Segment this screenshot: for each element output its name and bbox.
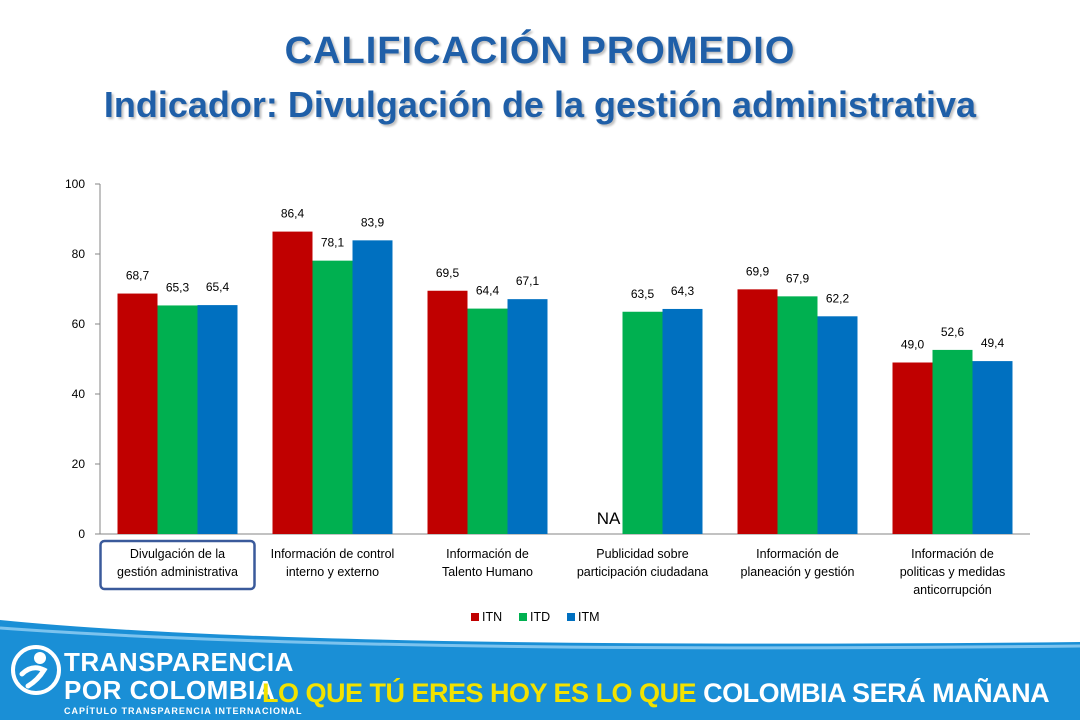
data-label: 67,1 — [516, 274, 540, 288]
bar-itm — [662, 308, 703, 534]
category-label: politicas y medidas — [900, 565, 1006, 579]
brand-subtitle: CAPÍTULO TRANSPARENCIA INTERNACIONAL — [64, 706, 303, 716]
data-label: 49,4 — [981, 336, 1005, 350]
legend-label-itn: ITN — [482, 610, 502, 624]
category-label: Talento Humano — [442, 565, 533, 579]
data-label: 83,9 — [361, 215, 385, 229]
category-label: Información de — [911, 547, 994, 561]
bar-itm — [817, 316, 858, 534]
y-tick-label: 40 — [72, 387, 86, 401]
footer-band — [0, 620, 1080, 720]
bar-itm — [197, 305, 238, 534]
bar-itd — [932, 349, 973, 534]
data-label: 49,0 — [901, 338, 925, 352]
category-label: Publicidad sobre — [596, 547, 688, 561]
category-label: Divulgación de la — [130, 547, 225, 561]
legend-label-itd: ITD — [530, 610, 550, 624]
data-label: 68,7 — [126, 269, 150, 283]
bar-itn — [427, 290, 468, 534]
category-label: Información de control — [271, 547, 395, 561]
data-label: 78,1 — [321, 236, 345, 250]
data-label: 86,4 — [281, 207, 305, 221]
y-tick-label: 60 — [72, 317, 86, 331]
chart-title-line1: CALIFICACIÓN PROMEDIO — [284, 30, 796, 72]
bar-itm — [507, 299, 548, 534]
brand-name: TRANSPARENCIA POR COLOMBIA — [64, 648, 294, 704]
category-label: planeación y gestión — [741, 565, 855, 579]
footer-swoosh — [0, 626, 1080, 650]
bar-itn — [737, 289, 778, 534]
highlight-box — [99, 539, 256, 591]
legend-swatch-itd — [519, 613, 527, 621]
y-tick-label: 20 — [72, 457, 86, 471]
data-label: 69,5 — [436, 266, 460, 280]
brand-line1: TRANSPARENCIA — [64, 647, 294, 677]
bar-itd — [157, 305, 198, 534]
transparencia-logo-icon — [11, 645, 61, 695]
data-label: 63,5 — [631, 287, 655, 301]
category-label: interno y externo — [286, 565, 379, 579]
chart-title-line2: Indicador: Divulgación de la gestión adm… — [103, 84, 977, 125]
bar-itm — [972, 361, 1013, 534]
bar-itn — [272, 231, 313, 534]
footer-background — [0, 620, 1080, 720]
category-label: Información de — [756, 547, 839, 561]
category-label: anticorrupción — [913, 583, 992, 597]
bar-itd — [777, 296, 818, 534]
bar-itd — [622, 311, 663, 534]
data-label: 62,2 — [826, 291, 850, 305]
y-tick-label: 0 — [78, 527, 85, 541]
category-label: participación ciudadana — [577, 565, 708, 579]
data-label: 65,3 — [166, 280, 190, 294]
data-label: 64,4 — [476, 284, 500, 298]
legend-swatch-itn — [471, 613, 479, 621]
category-label: gestión administrativa — [117, 565, 238, 579]
legend-swatch-itm — [567, 613, 575, 621]
data-label: 52,6 — [941, 325, 965, 339]
data-label: 64,3 — [671, 284, 695, 298]
bar-itm — [352, 240, 393, 534]
data-label: 69,9 — [746, 264, 770, 278]
y-tick-label: 100 — [65, 177, 85, 191]
bar-chart: 0 20 40 60 80 100 68,7 65,3 65,4 Divulgación de l… — [65, 177, 1030, 624]
data-label: 65,4 — [206, 280, 230, 294]
category-label: Información de — [446, 547, 529, 561]
slogan-part2: COLOMBIA SERÁ MAÑANA — [703, 678, 1050, 708]
bar-itn — [117, 293, 158, 534]
bar-itn — [892, 362, 933, 534]
legend-label-itm: ITM — [578, 610, 600, 624]
data-label: 67,9 — [786, 271, 810, 285]
brand-line2: POR COLOMBIA — [64, 675, 276, 705]
slogan: LO QUE TÚ ERES HOY ES LO QUE COLOMBIA SE… — [262, 678, 1050, 709]
na-annotation: NA — [597, 509, 621, 528]
bar-itd — [312, 260, 353, 534]
y-tick-label: 80 — [72, 247, 86, 261]
bar-itd — [467, 308, 508, 534]
slogan-part1: LO QUE TÚ ERES HOY ES LO QUE — [262, 678, 704, 708]
